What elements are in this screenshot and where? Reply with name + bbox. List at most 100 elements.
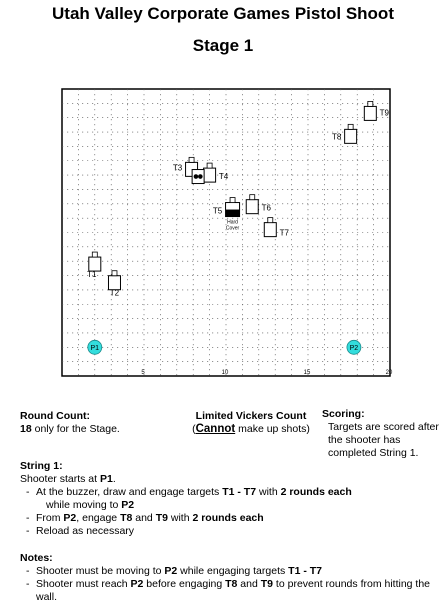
position-label: P2: [350, 345, 359, 352]
limited-text: (Cannot make up shots): [176, 423, 326, 436]
round-count-text: 18 only for the Stage.: [20, 423, 170, 436]
axis-ticks: 5 10 15 20: [141, 370, 393, 376]
scoring: Scoring: Targets are scored after the sh…: [322, 408, 446, 460]
no-shoot-mark: [193, 174, 199, 179]
step-2-rounds: 2 rounds each: [192, 512, 264, 524]
string-1: String 1: Shooter starts at P1. At the b…: [20, 460, 440, 538]
note-1-position: P2: [164, 565, 178, 577]
start-text: Shooter starts at: [20, 473, 100, 485]
scoring-text: Targets are scored after the shooter has…: [328, 421, 439, 459]
limited-paren: (: [192, 423, 196, 435]
step-2-and: and: [132, 512, 156, 524]
stage-border: [61, 88, 391, 377]
scoring-heading: Scoring:: [322, 408, 365, 420]
target-head: [111, 270, 118, 277]
position-p2: [346, 339, 362, 355]
step-3-text: Reload as necessary: [36, 525, 135, 537]
round-count-desc: only for the Stage.: [31, 423, 120, 435]
step-2-engage: , engage: [76, 512, 121, 524]
target-t8: [344, 128, 358, 144]
target-t9: [363, 105, 377, 121]
note-1: Shooter must be moving to P2 while engag…: [20, 565, 440, 578]
target-label: T3: [173, 163, 183, 172]
target-label: T5: [213, 207, 223, 216]
target-head: [91, 251, 98, 258]
target-head: [367, 100, 374, 107]
string-1-heading: String 1:: [20, 460, 63, 472]
target-head: [347, 123, 354, 130]
target-label: T4: [219, 172, 229, 181]
target-label: T2: [110, 289, 120, 298]
limited-vickers: Limited Vickers Count (Cannot make up sh…: [176, 410, 326, 436]
target-label: T9: [380, 108, 390, 117]
start-period: .: [112, 473, 116, 485]
target-t2: [107, 275, 121, 291]
target-t4: [203, 167, 217, 183]
step-2-t8: T8: [120, 512, 133, 524]
note-2-a: Shooter must reach: [36, 578, 131, 590]
limited-cannot: Cannot: [195, 423, 236, 435]
note-1-targets: T1 - T7: [288, 565, 322, 577]
notes-list: Shooter must be moving to P2 while engag…: [20, 565, 440, 604]
step-1-moving: while moving to: [46, 499, 122, 511]
limited-rest: make up shots): [235, 423, 310, 435]
target-label: T8: [332, 132, 342, 141]
tick-label: 20: [386, 370, 393, 376]
step-1-targets: T1 - T7: [222, 486, 257, 498]
start-position: P1: [99, 473, 113, 485]
no-shoot-mark: [198, 174, 203, 179]
notes: Notes: Shooter must be moving to P2 whil…: [20, 552, 440, 604]
step-1: At the buzzer, draw and engage targets T…: [20, 486, 440, 512]
step-3: Reload as necessary: [20, 525, 440, 538]
step-1-cont: while moving to P2: [36, 499, 440, 512]
string-1-start: Shooter starts at P1.: [20, 473, 440, 486]
step-2-position: P2: [63, 512, 77, 524]
target-t7: [263, 222, 277, 238]
target-head: [188, 156, 195, 163]
step-1-with: with: [256, 486, 281, 498]
note-2-t8: T8: [225, 578, 238, 590]
target-head: [267, 217, 274, 224]
note-2-position: P2: [130, 578, 144, 590]
step-2-t9: T9: [155, 512, 168, 524]
tick-label: 5: [141, 370, 145, 376]
step-2: From P2, engage T8 and T9 with 2 rounds …: [20, 512, 440, 525]
step-1-position: P2: [121, 499, 135, 511]
hard-cover: [225, 209, 240, 217]
step-1-rounds: 2 rounds each: [280, 486, 352, 498]
target-label: T7: [280, 229, 290, 238]
step-1-a: At the buzzer, draw and engage targets: [36, 486, 223, 498]
limited-heading: Limited Vickers Count: [195, 410, 307, 422]
round-count-heading: Round Count:: [20, 410, 90, 422]
round-count: Round Count: 18 only for the Stage.: [20, 410, 170, 436]
target-label: T1: [87, 270, 97, 279]
target-t6: [245, 199, 259, 215]
note-2: Shooter must reach P2 before engaging T8…: [20, 578, 440, 604]
position-label: P1: [91, 345, 100, 352]
hard-cover-caption: Cover: [226, 226, 240, 232]
target-head: [206, 162, 213, 169]
target-head: [249, 194, 256, 201]
string-1-steps: At the buzzer, draw and engage targets T…: [20, 486, 440, 538]
note-1-c: while engaging targets: [177, 565, 289, 577]
target-label: T6: [262, 204, 272, 213]
step-2-with: with: [167, 512, 193, 524]
note-2-t9: T9: [260, 578, 274, 590]
tick-label: 10: [222, 370, 229, 376]
step-2-from: From: [36, 512, 64, 524]
target-t1: [88, 256, 102, 272]
position-p1: [87, 339, 103, 355]
hard-cover-caption: Hard: [227, 220, 238, 226]
round-count-number: 18: [20, 423, 32, 435]
page-title: Utah Valley Corporate Games Pistol Shoot: [52, 4, 394, 23]
notes-heading: Notes:: [20, 552, 53, 564]
note-2-g: to prevent rounds from hitting the wall.: [36, 578, 431, 603]
note-1-a: Shooter must be moving to: [36, 565, 165, 577]
note-2-c: before engaging: [143, 578, 226, 590]
note-2-and: and: [237, 578, 261, 590]
stage-title: Stage 1: [192, 36, 254, 55]
target-head: [229, 197, 236, 203]
tick-label: 15: [304, 370, 311, 376]
